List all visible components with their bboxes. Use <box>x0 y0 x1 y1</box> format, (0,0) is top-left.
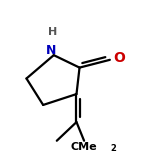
Text: N: N <box>46 44 56 57</box>
Text: H: H <box>48 27 57 37</box>
Text: O: O <box>113 51 125 65</box>
Text: 2: 2 <box>110 144 116 153</box>
Text: CMe: CMe <box>71 142 97 152</box>
